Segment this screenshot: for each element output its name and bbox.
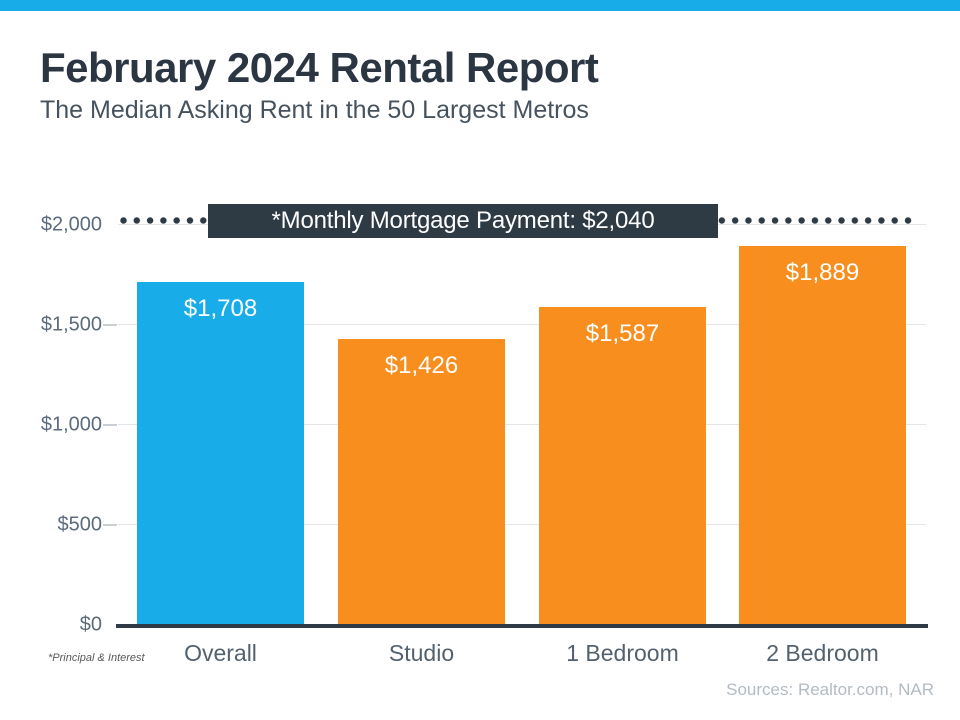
grid-line <box>118 524 926 525</box>
grid-line <box>118 424 926 425</box>
bar <box>137 282 304 624</box>
y-tick-label: $1,000 <box>40 413 102 436</box>
bar <box>739 246 906 624</box>
footnote: *Principal & Interest <box>48 652 145 664</box>
category-label: 2 Bedroom <box>766 640 879 666</box>
bar-value-label: $1,889 <box>785 259 860 287</box>
sources: Sources: Realtor.com, NAR <box>726 680 934 699</box>
category-label: Overall <box>184 640 257 666</box>
y-tick-label: $0 <box>79 613 102 636</box>
y-tick-mark <box>103 324 117 326</box>
x-axis-line <box>116 624 928 628</box>
page-subtitle: The Median Asking Rent in the 50 Largest… <box>40 96 589 124</box>
y-tick-mark <box>103 524 117 526</box>
bar-value-label: $1,587 <box>585 319 660 347</box>
bar-value-label: $1,426 <box>384 351 459 379</box>
bar <box>539 306 706 624</box>
grid-line <box>118 324 926 325</box>
category-label: Studio <box>388 640 455 666</box>
bar <box>338 338 505 624</box>
y-tick-label: $2,000 <box>40 213 102 236</box>
reference-label-box: *Monthly Mortgage Payment: $2,040 <box>208 204 718 238</box>
y-tick-label: $1,500 <box>40 313 102 336</box>
reference-label-text: *Monthly Mortgage Payment: $2,040 <box>271 207 655 234</box>
bar-value-label: $1,708 <box>183 295 258 323</box>
category-label: 1 Bedroom <box>566 640 679 666</box>
top-accent-bar <box>0 0 960 11</box>
y-tick-label: $500 <box>57 513 103 536</box>
page-title: February 2024 Rental Report <box>40 44 599 91</box>
y-tick-mark <box>103 424 117 426</box>
